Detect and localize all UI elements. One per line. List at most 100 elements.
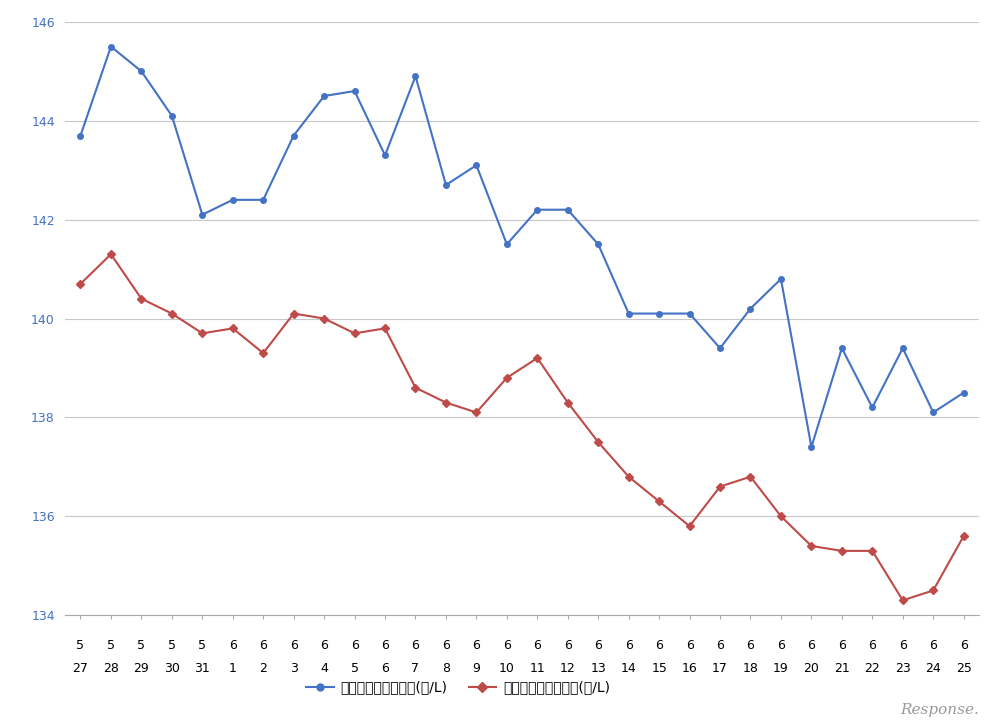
Text: 6: 6	[381, 662, 388, 675]
Text: 6: 6	[715, 639, 723, 652]
Text: 6: 6	[655, 639, 662, 652]
レギュラー実売価格(円/L)	[592, 438, 604, 446]
レギュラー看板価格(円/L)	[804, 443, 816, 451]
Text: 6: 6	[594, 639, 602, 652]
Text: 6: 6	[229, 639, 237, 652]
Text: 18: 18	[742, 662, 757, 675]
レギュラー看板価格(円/L)	[957, 388, 969, 397]
レギュラー実売価格(円/L)	[683, 522, 695, 531]
レギュラー実売価格(円/L)	[74, 280, 86, 288]
Text: 31: 31	[195, 662, 210, 675]
Text: 23: 23	[894, 662, 910, 675]
レギュラー実売価格(円/L)	[104, 250, 116, 258]
Text: 3: 3	[290, 662, 297, 675]
レギュラー実売価格(円/L)	[652, 497, 664, 506]
Text: 5: 5	[168, 639, 176, 652]
Text: 6: 6	[320, 639, 328, 652]
Text: 6: 6	[259, 639, 267, 652]
レギュラー看板価格(円/L)	[866, 403, 878, 412]
レギュラー実売価格(円/L)	[774, 512, 786, 521]
レギュラー看板価格(円/L)	[378, 151, 390, 159]
レギュラー実売価格(円/L)	[713, 482, 725, 491]
レギュラー実売価格(円/L)	[500, 373, 513, 382]
レギュラー実売価格(円/L)	[531, 354, 543, 363]
レギュラー看板価格(円/L)	[104, 42, 116, 51]
Text: 2: 2	[259, 662, 267, 675]
レギュラー実売価格(円/L)	[135, 294, 147, 303]
レギュラー実売価格(円/L)	[409, 384, 421, 392]
Text: Response.: Response.	[899, 703, 978, 717]
Text: 16: 16	[681, 662, 697, 675]
Text: 11: 11	[529, 662, 545, 675]
Text: 6: 6	[776, 639, 784, 652]
レギュラー看板価格(円/L)	[652, 309, 664, 318]
レギュラー実売価格(円/L)	[469, 408, 481, 417]
Text: 6: 6	[564, 639, 571, 652]
Text: 5: 5	[76, 639, 84, 652]
レギュラー実売価格(円/L)	[196, 329, 209, 338]
Text: 19: 19	[772, 662, 788, 675]
レギュラー実売価格(円/L)	[804, 542, 816, 550]
Text: 6: 6	[350, 639, 358, 652]
Text: 15: 15	[651, 662, 666, 675]
レギュラー看板価格(円/L)	[165, 111, 178, 120]
Text: 12: 12	[560, 662, 575, 675]
Text: 6: 6	[381, 639, 388, 652]
レギュラー看板価格(円/L)	[135, 67, 147, 76]
レギュラー看板価格(円/L)	[257, 195, 269, 204]
Text: 28: 28	[103, 662, 118, 675]
Legend: レギュラー看板価格(円/L), レギュラー実売価格(円/L): レギュラー看板価格(円/L), レギュラー実売価格(円/L)	[300, 675, 615, 700]
Text: 4: 4	[320, 662, 328, 675]
Text: 17: 17	[711, 662, 727, 675]
Text: 5: 5	[350, 662, 358, 675]
Text: 6: 6	[868, 639, 876, 652]
レギュラー実売価格(円/L)	[227, 324, 239, 333]
レギュラー看板価格(円/L)	[592, 240, 604, 249]
Text: 6: 6	[685, 639, 693, 652]
レギュラー看板価格(円/L)	[469, 161, 481, 170]
レギュラー実売価格(円/L)	[348, 329, 360, 338]
レギュラー看板価格(円/L)	[409, 72, 421, 81]
レギュラー看板価格(円/L)	[622, 309, 634, 318]
レギュラー実売価格(円/L)	[439, 398, 451, 407]
Text: 13: 13	[590, 662, 606, 675]
Text: 20: 20	[802, 662, 818, 675]
レギュラー看板価格(円/L)	[926, 408, 938, 417]
Text: 6: 6	[441, 639, 449, 652]
レギュラー看板価格(円/L)	[774, 274, 786, 283]
レギュラー看板価格(円/L)	[74, 131, 86, 140]
Text: 6: 6	[533, 639, 541, 652]
Text: 27: 27	[72, 662, 88, 675]
レギュラー看板価格(円/L)	[834, 344, 847, 352]
レギュラー看板価格(円/L)	[896, 344, 908, 352]
Text: 6: 6	[624, 639, 632, 652]
レギュラー看板価格(円/L)	[531, 205, 543, 214]
レギュラー看板価格(円/L)	[196, 210, 209, 219]
Text: 9: 9	[472, 662, 479, 675]
レギュラー実売価格(円/L)	[957, 531, 969, 540]
レギュラー実売価格(円/L)	[926, 586, 938, 595]
レギュラー看板価格(円/L)	[561, 205, 573, 214]
Text: 6: 6	[929, 639, 936, 652]
Text: 24: 24	[925, 662, 940, 675]
Text: 6: 6	[472, 639, 479, 652]
Text: 10: 10	[498, 662, 515, 675]
Text: 29: 29	[133, 662, 149, 675]
Text: 7: 7	[411, 662, 419, 675]
Line: レギュラー実売価格(円/L): レギュラー実売価格(円/L)	[77, 251, 966, 603]
Text: 6: 6	[411, 639, 419, 652]
Text: 6: 6	[503, 639, 511, 652]
Text: 6: 6	[746, 639, 753, 652]
Line: レギュラー看板価格(円/L): レギュラー看板価格(円/L)	[77, 44, 966, 450]
レギュラー実売価格(円/L)	[896, 596, 908, 605]
Text: 21: 21	[833, 662, 849, 675]
レギュラー看板価格(円/L)	[743, 304, 756, 313]
Text: 5: 5	[107, 639, 114, 652]
Text: 22: 22	[864, 662, 880, 675]
レギュラー看板価格(円/L)	[287, 131, 299, 140]
Text: 30: 30	[163, 662, 180, 675]
レギュラー看板価格(円/L)	[713, 344, 725, 352]
レギュラー実売価格(円/L)	[834, 547, 847, 555]
レギュラー実売価格(円/L)	[561, 398, 573, 407]
レギュラー看板価格(円/L)	[500, 240, 513, 249]
